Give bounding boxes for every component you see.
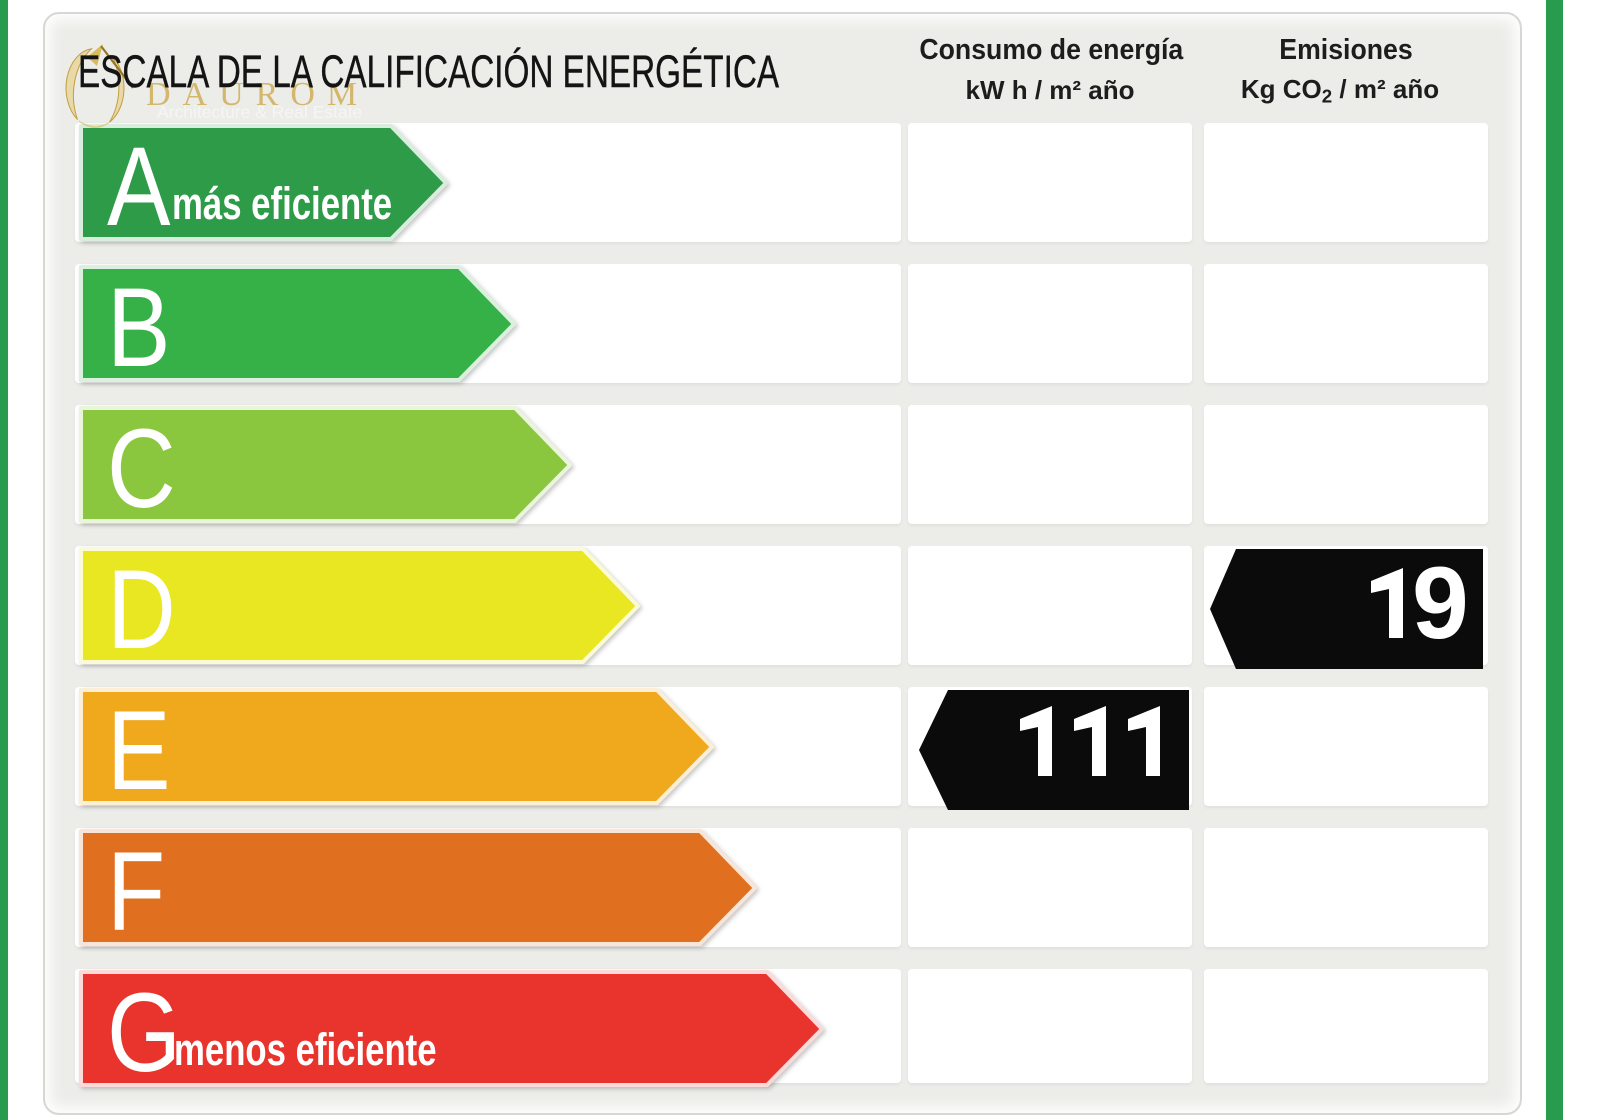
svg-text:9: 9 xyxy=(1412,566,1469,642)
svg-text:Architecture & Real Estate: Architecture & Real Estate xyxy=(157,102,362,122)
svg-text:DAUROM: DAUROM xyxy=(146,76,369,113)
